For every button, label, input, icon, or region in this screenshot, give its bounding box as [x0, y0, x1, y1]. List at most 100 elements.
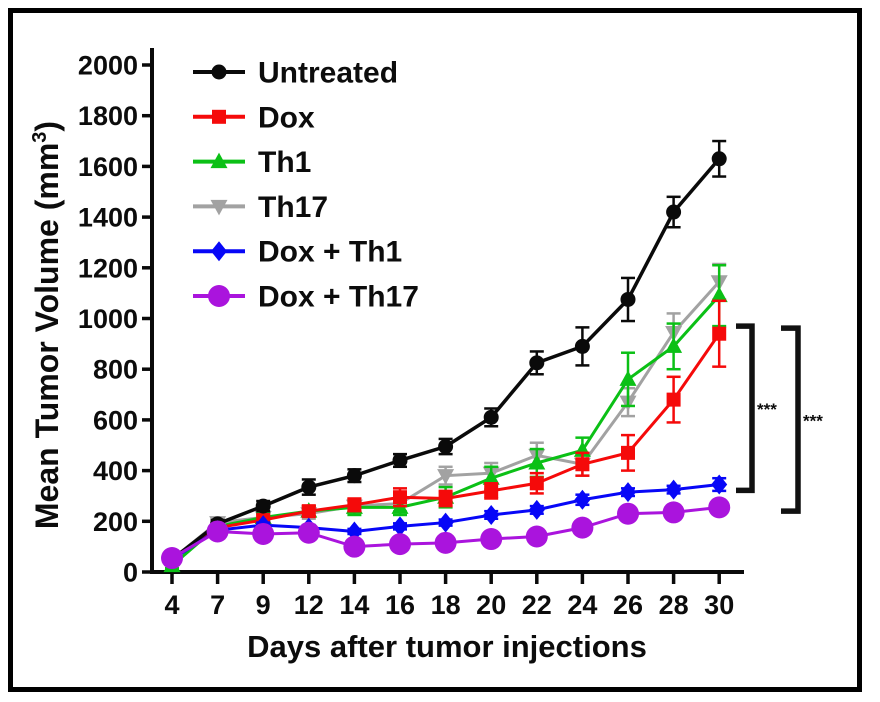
data-point-dox-th1	[392, 516, 408, 537]
data-point-dox-th1	[483, 504, 500, 525]
legend-label: Th17	[258, 191, 328, 224]
data-point-dox-th17	[389, 533, 411, 556]
data-point-dox	[438, 491, 453, 506]
data-point-dox-th17	[434, 531, 457, 554]
data-point-dox-th17	[480, 528, 503, 551]
x-tick-label: 18	[431, 590, 461, 620]
data-point-dox	[347, 497, 362, 512]
legend-label: Dox + Th1	[258, 236, 402, 269]
data-point-th1	[528, 453, 546, 470]
x-tick-label: 7	[210, 590, 225, 620]
data-point-dox-th17	[708, 496, 731, 519]
data-point-dox	[529, 476, 544, 491]
x-tick-label: 9	[256, 590, 271, 620]
data-point-dox-th1	[437, 512, 454, 533]
y-tick-label: 1200	[78, 253, 138, 283]
data-point-untreated	[666, 204, 682, 220]
data-point-dox	[301, 504, 316, 519]
data-point-dox	[621, 445, 635, 460]
legend: Untreated Dox Th1 Th17 Dox + Th1 Dox + Th17	[193, 57, 419, 314]
legend-item-dox: Dox	[193, 101, 315, 134]
y-tick-label: 400	[93, 456, 138, 486]
data-point-dox	[666, 392, 681, 407]
series-dox-th17	[161, 496, 731, 570]
data-point-dox-th17	[161, 547, 183, 570]
y-tick-label: 1000	[78, 304, 138, 334]
y-axis: 0 200 400 600 800 1000 1200 1400 1600 1800 2000	[78, 51, 152, 588]
data-point-th1	[482, 469, 500, 485]
legend-circle-icon	[211, 64, 227, 80]
y-tick-label: 0	[123, 558, 138, 588]
data-point-dox	[484, 483, 499, 498]
sig-stars-2: ***	[803, 412, 823, 431]
legend-label: Dox + Th17	[258, 281, 419, 314]
data-point-dox-th17	[297, 521, 320, 544]
sig-bracket-1	[736, 323, 755, 494]
data-point-untreated	[255, 498, 271, 514]
y-tick-label: 600	[93, 405, 138, 435]
sig-bracket-2	[781, 325, 801, 514]
x-tick-label: 14	[339, 590, 369, 620]
y-tick-label: 1800	[78, 101, 138, 131]
data-point-dox-th1	[665, 479, 682, 500]
data-point-th1	[665, 337, 683, 353]
legend-triangle-up-icon	[210, 152, 228, 169]
data-point-untreated	[574, 338, 590, 354]
y-tick-label: 2000	[78, 51, 138, 81]
data-point-untreated	[711, 151, 727, 167]
data-point-dox-th17	[252, 522, 275, 545]
data-point-dox	[575, 457, 590, 472]
x-tick-label: 22	[522, 590, 552, 620]
y-tick-label: 1600	[78, 152, 138, 182]
data-point-th1	[710, 286, 728, 303]
data-point-dox-th1	[711, 474, 728, 495]
x-tick-label: 4	[164, 590, 179, 620]
legend-label: Th1	[258, 146, 311, 179]
data-point-dox-th1	[528, 499, 545, 520]
x-tick-label: 28	[659, 590, 689, 620]
x-tick-label: 16	[385, 590, 415, 620]
x-tick-label: 26	[613, 590, 643, 620]
data-point-dox-th1	[620, 482, 636, 503]
data-point-dox-th17	[571, 516, 594, 539]
x-tick-label: 30	[704, 590, 734, 620]
legend-item-dox-th1: Dox + Th1	[193, 236, 402, 269]
legend-circle-large-icon	[208, 285, 230, 307]
data-point-dox-th17	[343, 535, 366, 558]
data-point-untreated	[483, 409, 499, 425]
data-point-untreated	[392, 452, 408, 468]
legend-item-untreated: Untreated	[193, 57, 398, 90]
data-point-untreated	[301, 479, 317, 495]
x-axis-title: Days after tumor injections	[247, 629, 647, 664]
data-point-dox-th17	[662, 501, 685, 524]
data-point-dox	[393, 490, 407, 505]
data-point-dox-th17	[206, 520, 229, 543]
data-point-untreated	[620, 291, 636, 307]
x-tick-label: 12	[294, 590, 324, 620]
x-tick-label: 24	[567, 590, 597, 620]
legend-item-th17: Th17	[193, 191, 328, 224]
data-point-th1	[619, 370, 637, 386]
data-point-dox-th17	[525, 525, 548, 548]
data-point-dox-th17	[617, 502, 639, 525]
legend-item-dox-th17: Dox + Th17	[193, 281, 419, 314]
legend-label: Untreated	[258, 57, 398, 90]
x-tick-label: 20	[476, 590, 506, 620]
sig-stars-1: ***	[757, 400, 777, 419]
y-tick-label: 1400	[78, 203, 138, 233]
data-point-untreated	[346, 468, 362, 484]
data-point-th17	[437, 469, 455, 485]
data-point-untreated	[529, 355, 545, 371]
data-point-dox-th1	[574, 489, 591, 510]
data-point-dox	[712, 326, 727, 341]
y-tick-label: 200	[93, 507, 138, 537]
legend-item-th1: Th1	[193, 146, 311, 179]
data-point-untreated	[438, 439, 454, 455]
x-axis: 4 7 9 12 14 16 18 20 22 24 26 28 30	[164, 572, 734, 620]
legend-label: Dox	[258, 101, 315, 134]
legend-diamond-icon	[211, 241, 227, 262]
y-axis-title: Mean Tumor Volume (mm3)	[29, 121, 65, 529]
y-tick-label: 800	[93, 355, 138, 385]
